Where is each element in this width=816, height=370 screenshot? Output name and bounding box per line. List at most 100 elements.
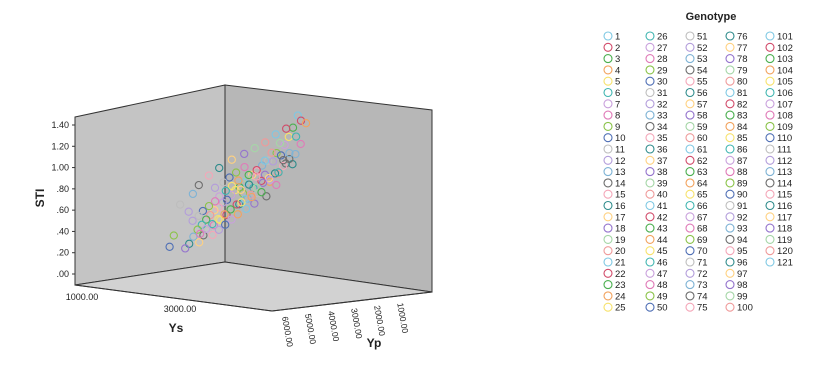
data-point (194, 180, 203, 190)
data-point (221, 220, 230, 229)
data-point (208, 230, 217, 240)
data-point (252, 172, 261, 181)
legend-marker (685, 144, 695, 154)
legend-label: 64 (697, 178, 708, 189)
data-point (214, 203, 223, 212)
legend-marker (645, 234, 655, 244)
data-point (202, 215, 211, 224)
legend-marker (645, 178, 655, 188)
legend-marker (725, 76, 735, 86)
legend-label: 27 (657, 43, 668, 54)
legend-marker (645, 189, 655, 199)
legend-marker (765, 178, 775, 188)
data-point (175, 200, 185, 209)
legend-label: 107 (777, 99, 793, 110)
legend-label: 43 (657, 224, 668, 235)
legend-marker (725, 200, 735, 211)
legend-label: 97 (737, 269, 748, 280)
data-point (296, 116, 306, 125)
legend-marker (765, 257, 775, 267)
legend-marker (725, 178, 735, 188)
legend-marker (685, 223, 695, 233)
data-point (218, 198, 227, 207)
x-tick-label: 3000.00 (164, 304, 197, 314)
back-wall (224, 84, 433, 293)
legend-label: 88 (737, 167, 748, 178)
data-point (247, 192, 256, 202)
legend-label: 117 (777, 212, 792, 223)
legend-marker (725, 110, 735, 120)
legend-marker (645, 133, 655, 143)
data-point (235, 200, 244, 209)
legend-label: 67 (697, 212, 708, 223)
legend-marker (765, 200, 775, 211)
legend-label: 36 (657, 145, 668, 156)
legend-marker (685, 212, 695, 222)
legend-label: 17 (615, 212, 626, 223)
data-point (226, 205, 235, 214)
legend-marker (725, 234, 735, 244)
legend-marker (603, 76, 613, 86)
legend-label: 20 (615, 246, 626, 257)
legend-marker (725, 133, 735, 143)
legend-marker (645, 200, 655, 211)
legend-label: 44 (657, 235, 668, 246)
legend-label: 102 (777, 43, 793, 54)
legend-marker (685, 121, 695, 131)
legend-marker (765, 212, 775, 222)
data-point (262, 192, 271, 201)
legend-label: 114 (777, 178, 792, 189)
data-point (279, 156, 288, 165)
legend-label: 78 (737, 54, 748, 65)
data-point (271, 130, 280, 139)
legend-marker (645, 302, 655, 312)
data-point (219, 178, 228, 187)
legend-marker (603, 257, 613, 267)
legend-label: 2 (615, 43, 620, 54)
z-axis-label: STI (33, 189, 47, 208)
data-point (264, 174, 274, 183)
legend-marker (603, 178, 613, 188)
legend-label: 14 (615, 178, 626, 189)
legend-label: 115 (777, 190, 792, 201)
data-point (221, 186, 230, 196)
legend-label: 18 (615, 224, 626, 235)
data-point (210, 206, 219, 215)
legend-marker (685, 280, 695, 290)
z-tick-label: .20 (56, 248, 69, 258)
legend-label: 111 (777, 145, 791, 156)
legend-label: 91 (737, 201, 748, 212)
legend-label: 31 (657, 88, 668, 99)
data-point (214, 225, 224, 234)
legend-label: 45 (657, 246, 668, 257)
legend-marker (685, 76, 695, 86)
legend-marker (765, 133, 775, 143)
data-point (244, 180, 254, 189)
data-point (280, 140, 289, 150)
legend-marker (765, 76, 775, 86)
legend-label: 10 (615, 133, 626, 144)
legend-label: 15 (615, 190, 626, 201)
legend-marker (725, 268, 735, 278)
legend-marker (765, 234, 775, 244)
legend-label: 55 (697, 77, 708, 88)
legend-marker (685, 65, 695, 75)
data-point (274, 168, 283, 177)
legend-marker (765, 155, 775, 165)
legend-label: 58 (697, 111, 708, 122)
data-point (204, 201, 214, 211)
legend-marker (603, 144, 613, 154)
data-point (285, 154, 294, 164)
legend-label: 84 (737, 122, 748, 133)
legend-label: 68 (697, 224, 708, 235)
legend-marker (765, 42, 775, 52)
data-point (169, 231, 178, 240)
z-tick-label: .00 (56, 269, 69, 279)
legend-label: 25 (615, 303, 626, 314)
legend-marker (725, 291, 735, 301)
legend-marker (765, 223, 775, 233)
legend-marker (603, 65, 613, 75)
legend-marker (725, 31, 735, 41)
legend-marker (685, 155, 695, 165)
legend-marker (685, 167, 695, 177)
